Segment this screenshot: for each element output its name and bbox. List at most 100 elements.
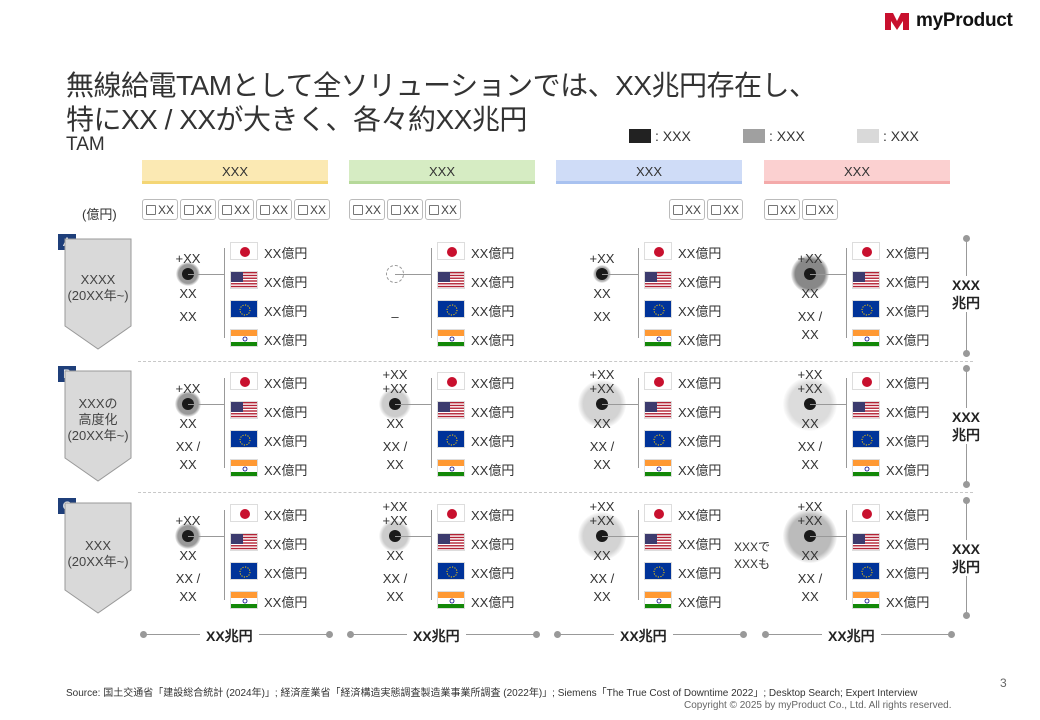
cell-bottom-label: XX / XX — [589, 571, 615, 604]
column-total: XX兆円 — [407, 626, 466, 646]
icon-chip: XX — [218, 199, 255, 220]
icon-chip: XX — [180, 199, 217, 220]
connector-line — [395, 274, 431, 275]
column-header-2: XXX — [349, 160, 535, 184]
eu-flag — [644, 430, 672, 448]
bracket-cap — [963, 365, 970, 372]
amount-label: XX億円 — [264, 376, 308, 391]
connector-line — [810, 274, 846, 275]
eu-flag — [437, 562, 465, 580]
india-flag — [230, 591, 258, 609]
cell-delta-label: +XX +XX — [797, 499, 823, 528]
row-label: XXXX (20XX年~) — [67, 272, 129, 303]
amount-label: XX億円 — [886, 508, 930, 523]
building-icon — [673, 204, 683, 215]
cell-mid-label: XX — [386, 548, 404, 563]
icon-chip: XX — [669, 199, 706, 220]
eu-flag — [230, 562, 258, 580]
brand-name: myProduct — [916, 10, 1013, 31]
cell-mid-label: XX — [179, 548, 197, 563]
amount-label: XX億円 — [678, 275, 722, 290]
amount-label: XX億円 — [678, 376, 722, 391]
amount-label: XX億円 — [471, 434, 515, 449]
cell-bottom-label: XX / XX — [382, 439, 408, 472]
icon-chip: XX — [425, 199, 462, 220]
legend-item-2: : XXX — [743, 128, 805, 144]
connector-line — [810, 536, 846, 537]
amount-label: XX億円 — [471, 566, 515, 581]
japan-flag — [230, 372, 258, 390]
flag-bracket — [638, 248, 639, 338]
house-icon — [184, 204, 194, 215]
pentagon-arrow-icon — [64, 502, 132, 614]
cell-delta-label: +XX +XX — [797, 367, 823, 396]
amount-label: XX億円 — [471, 508, 515, 523]
india-flag — [230, 459, 258, 477]
cell-mid-label: XX — [179, 416, 197, 431]
japan-flag — [644, 242, 672, 260]
bracket-cap — [963, 497, 970, 504]
cell-mid-label: XX — [593, 286, 611, 301]
flag-bracket — [846, 248, 847, 338]
connector-line — [188, 274, 224, 275]
amount-label: XX億円 — [264, 304, 308, 319]
amount-label: XX億円 — [678, 595, 722, 610]
icon-chip: XX — [802, 199, 839, 220]
amount-label: XX億円 — [886, 405, 930, 420]
store-icon — [298, 204, 308, 215]
eu-flag — [852, 430, 880, 448]
amount-label: XX億円 — [264, 537, 308, 552]
connector-line — [395, 404, 431, 405]
amount-label: XX億円 — [886, 434, 930, 449]
column-total: XX兆円 — [200, 626, 259, 646]
india-flag — [437, 591, 465, 609]
icon-chip: XX — [142, 199, 179, 220]
usa-flag — [644, 533, 672, 551]
amount-label: XX億円 — [264, 566, 308, 581]
japan-flag — [230, 504, 258, 522]
column-header-label: XXX — [221, 164, 248, 179]
footer-source: Source: 国土交通省「建設総合統計 (2024年)」; 経済産業省「経済構… — [66, 688, 918, 699]
amount-label: XX億円 — [264, 434, 308, 449]
pentagon-arrow-icon — [64, 238, 132, 350]
connector-line — [188, 536, 224, 537]
cell-bottom-label: XX — [593, 309, 611, 324]
india-flag — [852, 329, 880, 347]
eu-flag — [644, 562, 672, 580]
japan-flag — [644, 504, 672, 522]
factory-icon — [146, 204, 156, 215]
amount-label: XX億円 — [678, 463, 722, 478]
eu-flag — [852, 300, 880, 318]
japan-flag — [437, 372, 465, 390]
india-flag — [644, 329, 672, 347]
icon-chip: XX — [707, 199, 744, 220]
row-label-shape-b: XXXの 高度化 (20XX年~) — [64, 370, 132, 482]
usa-flag — [644, 271, 672, 289]
usa-flag — [437, 271, 465, 289]
amount-label: XX億円 — [471, 405, 515, 420]
logo-mark-icon — [885, 13, 909, 30]
eu-flag — [852, 562, 880, 580]
brand-logo: myProduct — [884, 8, 1013, 34]
flag-bracket — [846, 510, 847, 600]
amount-label: XX億円 — [471, 595, 515, 610]
amount-label: XX億円 — [678, 537, 722, 552]
eu-flag — [230, 300, 258, 318]
japan-flag — [852, 372, 880, 390]
cell-delta-label: +XX — [175, 513, 201, 528]
japan-flag — [437, 504, 465, 522]
cell-mid-label: XX — [801, 548, 819, 563]
connector-line — [810, 404, 846, 405]
cell-delta-label: +XX — [175, 251, 201, 266]
amount-label: XX億円 — [471, 376, 515, 391]
amount-label: XX億円 — [264, 595, 308, 610]
row-separator — [138, 492, 973, 493]
column-header-label: XXX — [843, 164, 870, 179]
unit-label: (億円) — [82, 207, 117, 222]
row-label: XXXの 高度化 (20XX年~) — [67, 396, 129, 443]
cell-delta-label: +XX +XX — [382, 499, 408, 528]
column-header-3: XXX — [556, 160, 742, 184]
usa-flag — [852, 533, 880, 551]
legend-item-3: : XXX — [857, 128, 919, 144]
icon-chip: XX — [764, 199, 801, 220]
